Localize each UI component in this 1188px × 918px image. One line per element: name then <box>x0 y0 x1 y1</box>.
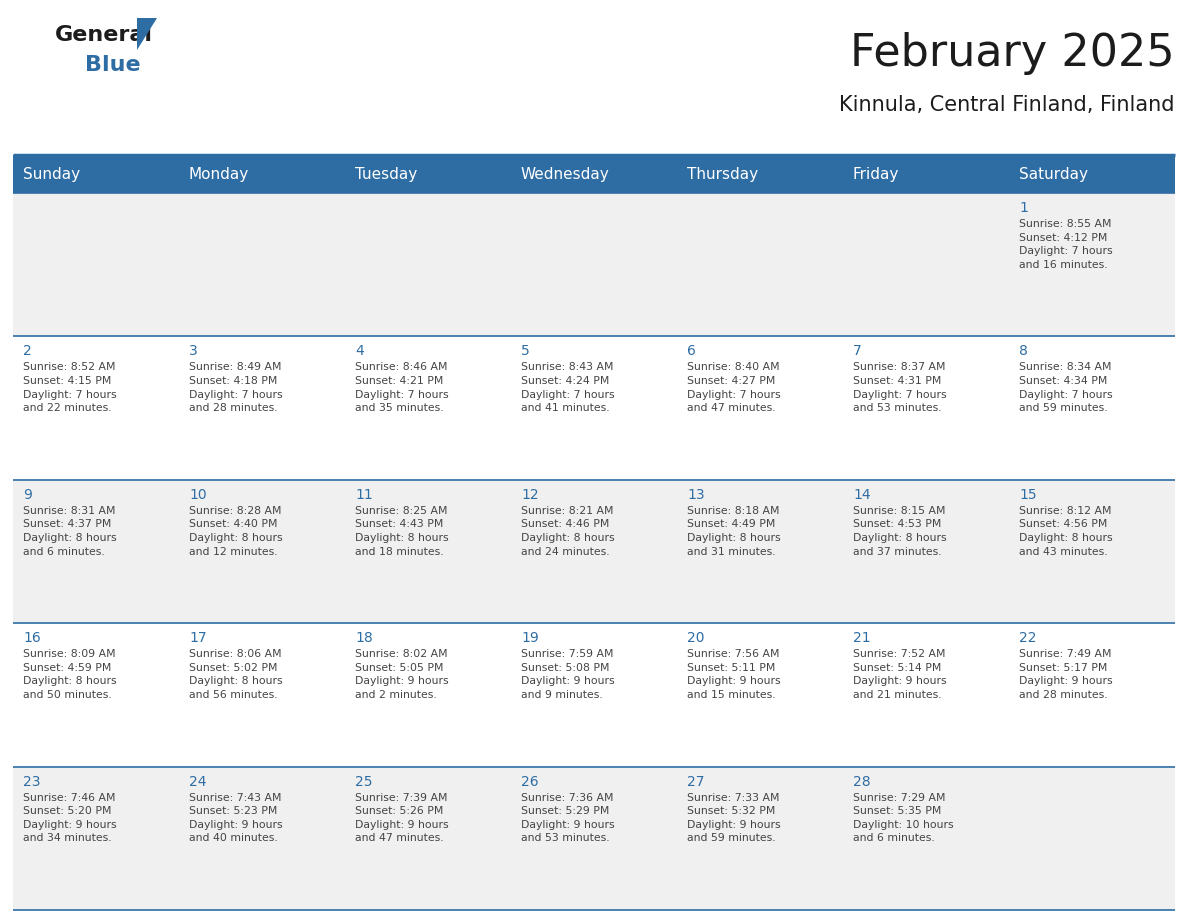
Text: Sunrise: 8:12 AM
Sunset: 4:56 PM
Daylight: 8 hours
and 43 minutes.: Sunrise: 8:12 AM Sunset: 4:56 PM Dayligh… <box>1019 506 1113 556</box>
Text: 19: 19 <box>522 632 538 645</box>
Text: Blue: Blue <box>86 55 140 75</box>
Bar <box>13 336 1175 480</box>
Text: Sunrise: 8:15 AM
Sunset: 4:53 PM
Daylight: 8 hours
and 37 minutes.: Sunrise: 8:15 AM Sunset: 4:53 PM Dayligh… <box>853 506 947 556</box>
Text: Sunrise: 7:43 AM
Sunset: 5:23 PM
Daylight: 9 hours
and 40 minutes.: Sunrise: 7:43 AM Sunset: 5:23 PM Dayligh… <box>189 792 283 844</box>
Text: 20: 20 <box>687 632 704 645</box>
Text: Sunrise: 7:59 AM
Sunset: 5:08 PM
Daylight: 9 hours
and 9 minutes.: Sunrise: 7:59 AM Sunset: 5:08 PM Dayligh… <box>522 649 614 700</box>
Text: Friday: Friday <box>853 166 899 182</box>
Text: Sunrise: 8:25 AM
Sunset: 4:43 PM
Daylight: 8 hours
and 18 minutes.: Sunrise: 8:25 AM Sunset: 4:43 PM Dayligh… <box>355 506 449 556</box>
Bar <box>13 193 1175 336</box>
Text: Sunrise: 8:49 AM
Sunset: 4:18 PM
Daylight: 7 hours
and 28 minutes.: Sunrise: 8:49 AM Sunset: 4:18 PM Dayligh… <box>189 363 283 413</box>
Text: 23: 23 <box>23 775 40 789</box>
Text: General: General <box>55 25 153 45</box>
Text: 5: 5 <box>522 344 530 358</box>
Text: Sunday: Sunday <box>23 166 80 182</box>
Text: 7: 7 <box>853 344 861 358</box>
Text: Sunrise: 8:06 AM
Sunset: 5:02 PM
Daylight: 8 hours
and 56 minutes.: Sunrise: 8:06 AM Sunset: 5:02 PM Dayligh… <box>189 649 283 700</box>
Text: Sunrise: 7:46 AM
Sunset: 5:20 PM
Daylight: 9 hours
and 34 minutes.: Sunrise: 7:46 AM Sunset: 5:20 PM Dayligh… <box>23 792 116 844</box>
Text: 4: 4 <box>355 344 364 358</box>
Text: 9: 9 <box>23 487 32 502</box>
Text: 26: 26 <box>522 775 538 789</box>
Text: February 2025: February 2025 <box>851 32 1175 75</box>
Text: Sunrise: 7:49 AM
Sunset: 5:17 PM
Daylight: 9 hours
and 28 minutes.: Sunrise: 7:49 AM Sunset: 5:17 PM Dayligh… <box>1019 649 1113 700</box>
Text: Saturday: Saturday <box>1019 166 1088 182</box>
Polygon shape <box>137 18 157 50</box>
Text: 15: 15 <box>1019 487 1037 502</box>
Text: Sunrise: 8:40 AM
Sunset: 4:27 PM
Daylight: 7 hours
and 47 minutes.: Sunrise: 8:40 AM Sunset: 4:27 PM Dayligh… <box>687 363 781 413</box>
Text: Sunrise: 8:34 AM
Sunset: 4:34 PM
Daylight: 7 hours
and 59 minutes.: Sunrise: 8:34 AM Sunset: 4:34 PM Dayligh… <box>1019 363 1113 413</box>
Text: Sunrise: 7:52 AM
Sunset: 5:14 PM
Daylight: 9 hours
and 21 minutes.: Sunrise: 7:52 AM Sunset: 5:14 PM Dayligh… <box>853 649 947 700</box>
Text: Sunrise: 8:09 AM
Sunset: 4:59 PM
Daylight: 8 hours
and 50 minutes.: Sunrise: 8:09 AM Sunset: 4:59 PM Dayligh… <box>23 649 116 700</box>
Text: Sunrise: 8:46 AM
Sunset: 4:21 PM
Daylight: 7 hours
and 35 minutes.: Sunrise: 8:46 AM Sunset: 4:21 PM Dayligh… <box>355 363 449 413</box>
Text: Sunrise: 8:43 AM
Sunset: 4:24 PM
Daylight: 7 hours
and 41 minutes.: Sunrise: 8:43 AM Sunset: 4:24 PM Dayligh… <box>522 363 614 413</box>
Bar <box>13 480 1175 623</box>
Text: 1: 1 <box>1019 201 1028 215</box>
Text: Sunrise: 8:37 AM
Sunset: 4:31 PM
Daylight: 7 hours
and 53 minutes.: Sunrise: 8:37 AM Sunset: 4:31 PM Dayligh… <box>853 363 947 413</box>
Text: 14: 14 <box>853 487 871 502</box>
Text: 22: 22 <box>1019 632 1036 645</box>
Text: Wednesday: Wednesday <box>522 166 609 182</box>
Text: Sunrise: 8:28 AM
Sunset: 4:40 PM
Daylight: 8 hours
and 12 minutes.: Sunrise: 8:28 AM Sunset: 4:40 PM Dayligh… <box>189 506 283 556</box>
Text: 16: 16 <box>23 632 40 645</box>
Text: 6: 6 <box>687 344 696 358</box>
Bar <box>13 623 1175 767</box>
Text: 10: 10 <box>189 487 207 502</box>
Text: 27: 27 <box>687 775 704 789</box>
Text: Thursday: Thursday <box>687 166 758 182</box>
Text: Sunrise: 8:52 AM
Sunset: 4:15 PM
Daylight: 7 hours
and 22 minutes.: Sunrise: 8:52 AM Sunset: 4:15 PM Dayligh… <box>23 363 116 413</box>
Text: 28: 28 <box>853 775 871 789</box>
Text: 18: 18 <box>355 632 373 645</box>
Text: 17: 17 <box>189 632 207 645</box>
Text: Sunrise: 7:33 AM
Sunset: 5:32 PM
Daylight: 9 hours
and 59 minutes.: Sunrise: 7:33 AM Sunset: 5:32 PM Dayligh… <box>687 792 781 844</box>
Text: 12: 12 <box>522 487 538 502</box>
Text: Sunrise: 8:18 AM
Sunset: 4:49 PM
Daylight: 8 hours
and 31 minutes.: Sunrise: 8:18 AM Sunset: 4:49 PM Dayligh… <box>687 506 781 556</box>
Text: 24: 24 <box>189 775 207 789</box>
Text: 3: 3 <box>189 344 197 358</box>
Text: Sunrise: 8:31 AM
Sunset: 4:37 PM
Daylight: 8 hours
and 6 minutes.: Sunrise: 8:31 AM Sunset: 4:37 PM Dayligh… <box>23 506 116 556</box>
Text: 8: 8 <box>1019 344 1028 358</box>
Text: Sunrise: 7:39 AM
Sunset: 5:26 PM
Daylight: 9 hours
and 47 minutes.: Sunrise: 7:39 AM Sunset: 5:26 PM Dayligh… <box>355 792 449 844</box>
Text: Sunrise: 8:02 AM
Sunset: 5:05 PM
Daylight: 9 hours
and 2 minutes.: Sunrise: 8:02 AM Sunset: 5:05 PM Dayligh… <box>355 649 449 700</box>
Text: Sunrise: 7:29 AM
Sunset: 5:35 PM
Daylight: 10 hours
and 6 minutes.: Sunrise: 7:29 AM Sunset: 5:35 PM Dayligh… <box>853 792 954 844</box>
Text: 11: 11 <box>355 487 373 502</box>
Text: Kinnula, Central Finland, Finland: Kinnula, Central Finland, Finland <box>840 95 1175 115</box>
Text: Sunrise: 8:55 AM
Sunset: 4:12 PM
Daylight: 7 hours
and 16 minutes.: Sunrise: 8:55 AM Sunset: 4:12 PM Dayligh… <box>1019 219 1113 270</box>
Bar <box>13 767 1175 910</box>
Text: Sunrise: 7:36 AM
Sunset: 5:29 PM
Daylight: 9 hours
and 53 minutes.: Sunrise: 7:36 AM Sunset: 5:29 PM Dayligh… <box>522 792 614 844</box>
Text: Sunrise: 7:56 AM
Sunset: 5:11 PM
Daylight: 9 hours
and 15 minutes.: Sunrise: 7:56 AM Sunset: 5:11 PM Dayligh… <box>687 649 781 700</box>
Text: 13: 13 <box>687 487 704 502</box>
Bar <box>13 155 1175 193</box>
Text: 21: 21 <box>853 632 871 645</box>
Text: Monday: Monday <box>189 166 249 182</box>
Text: Tuesday: Tuesday <box>355 166 417 182</box>
Text: Sunrise: 8:21 AM
Sunset: 4:46 PM
Daylight: 8 hours
and 24 minutes.: Sunrise: 8:21 AM Sunset: 4:46 PM Dayligh… <box>522 506 614 556</box>
Text: 25: 25 <box>355 775 373 789</box>
Text: 2: 2 <box>23 344 32 358</box>
